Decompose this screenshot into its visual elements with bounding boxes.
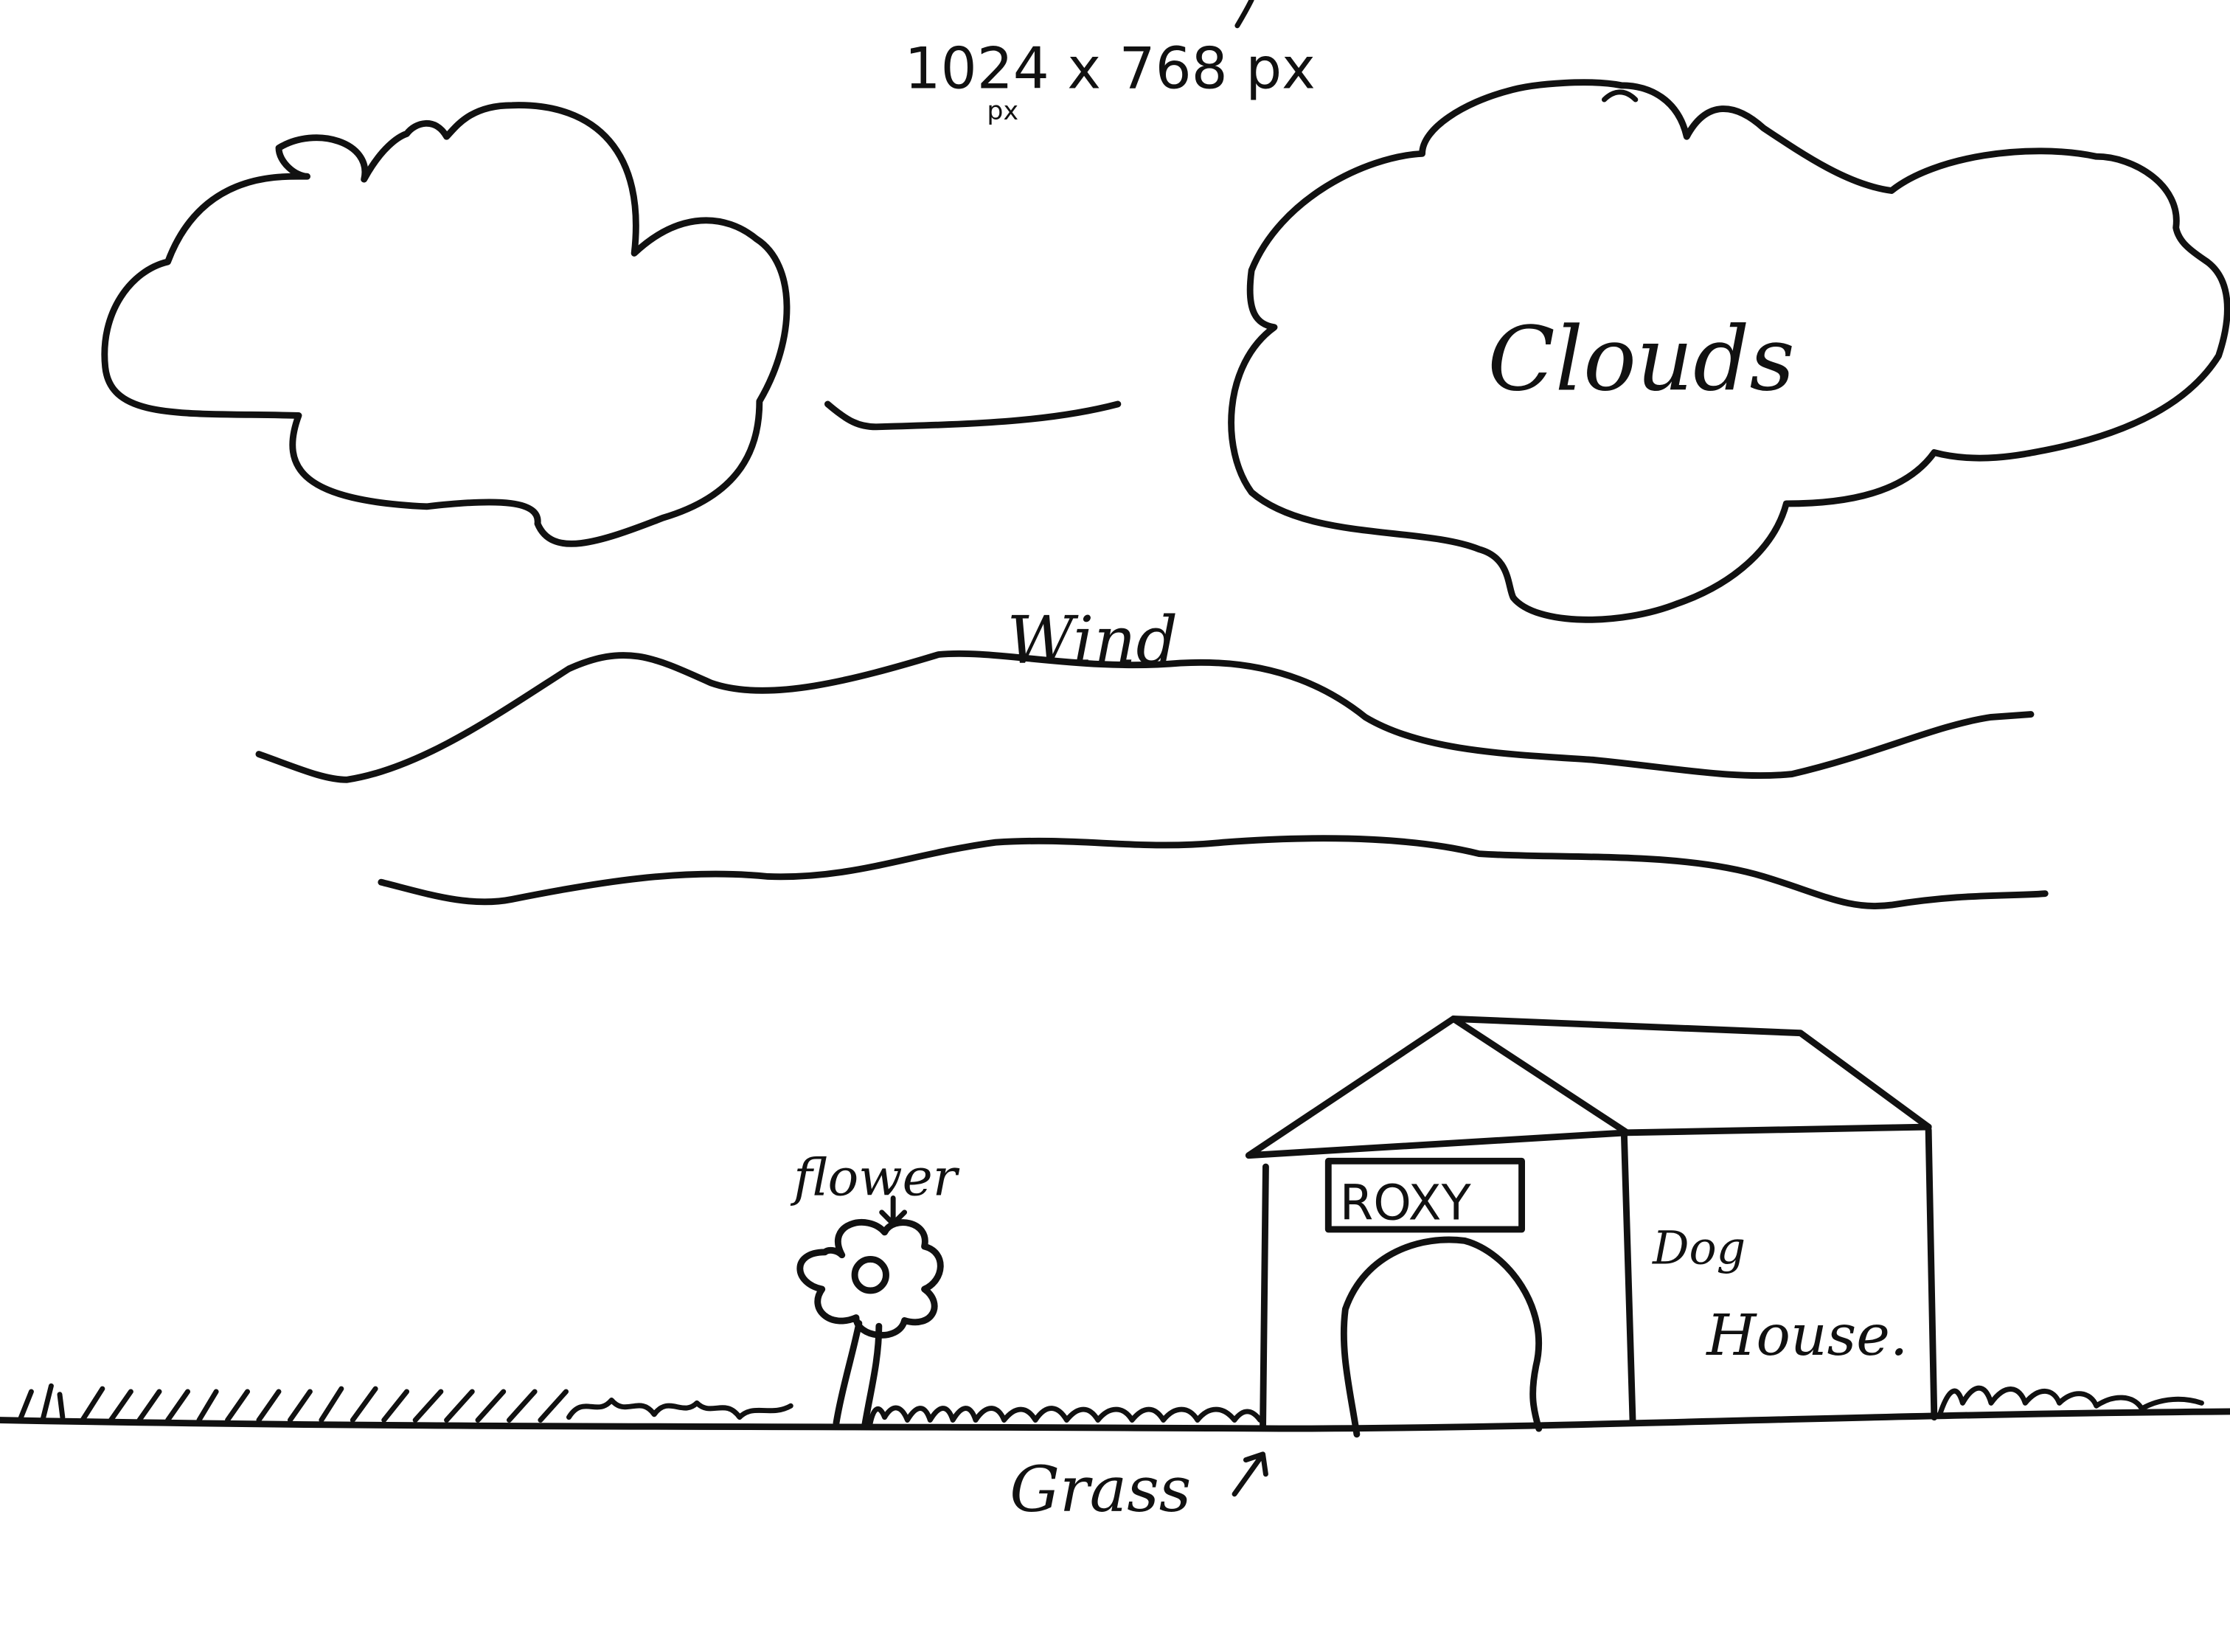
grass-squiggle-right [1937,1385,2204,1417]
wind-line-upper [255,650,2035,783]
dog-house-front-wall [1260,1163,1269,1429]
house-label: House. [1705,1302,1908,1369]
right-cloud [1228,79,2230,623]
top-edge-stroke [1234,0,1254,29]
flower-label: flower [790,1149,960,1208]
dog-house-door [1340,1236,1543,1438]
roxy-sign-frame [1324,1157,1526,1233]
grass-hatch-left [17,1383,569,1423]
dog-house-side-wall [1925,1126,1938,1421]
dog-house-roof-front [1245,1015,1630,1159]
dog-house-roof-top [1450,1015,1932,1131]
dog-house-roof-eave [1623,1123,1932,1136]
grass-label: Grass [1010,1454,1191,1527]
dimension-label: 1024 x 768 px [905,36,1316,103]
flower-center [851,1256,889,1294]
right-cloud-scribble [1601,89,1639,103]
flower-petals [796,1218,944,1339]
ground-line [0,1408,2230,1432]
left-cloud [101,102,791,547]
dog-label: Dog [1652,1221,1746,1274]
grass-arrow [1232,1451,1268,1497]
flower-stem [833,1319,883,1429]
clouds-label: Clouds [1487,309,1795,412]
roxy-sign-label: ROXY [1340,1175,1472,1231]
grass-squiggle-middle [867,1405,1263,1426]
short-wind-line [824,400,1122,431]
grass-squiggle-left [566,1398,793,1420]
wind-line-lower [378,835,2049,910]
dimension-sub-label: px [987,97,1018,126]
dog-house-corner [1620,1132,1636,1423]
